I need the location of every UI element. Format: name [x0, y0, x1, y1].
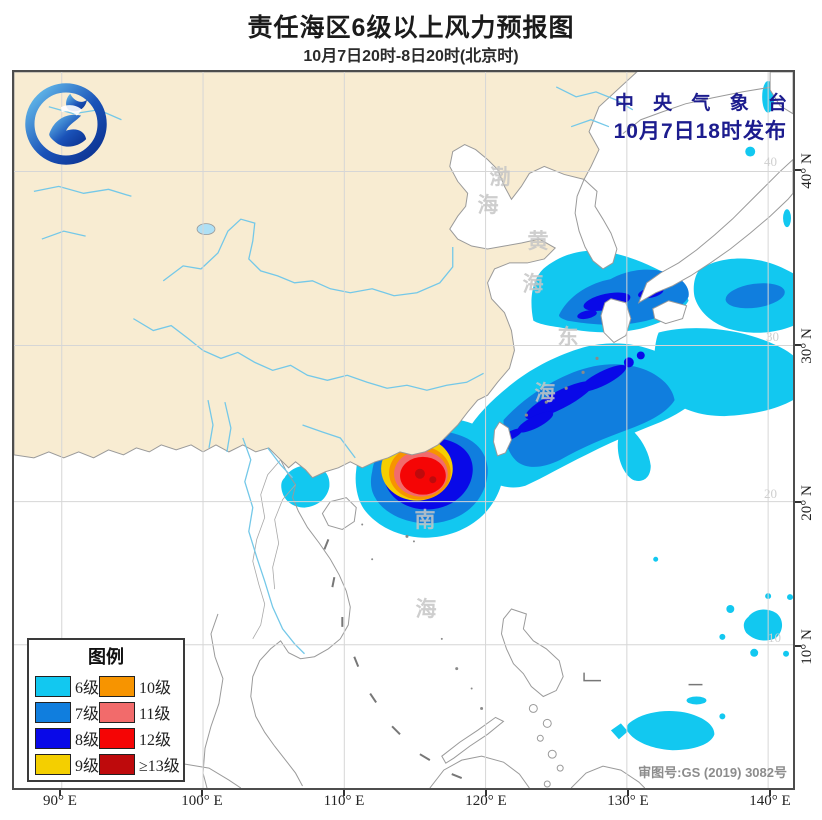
rivers: [33, 86, 634, 655]
legend-box: 图例 6级 7级 8级 9级 10级 11级 12级 ≥13级: [27, 638, 185, 782]
map-canvas: [14, 72, 793, 788]
axis-tick: [59, 790, 61, 796]
page-subtitle: 10月7日20时-8日20时(北京时): [303, 48, 519, 65]
legend-title: 图例: [88, 647, 124, 667]
map-area: 中 央 气 象 台 10月7日18时发布 渤 海 黄 海 东 海 南 海 40 …: [12, 70, 795, 790]
legend-swatch-13: [99, 753, 136, 775]
sea-label-nanhai-1: 南: [414, 509, 436, 532]
pearl-river: [302, 424, 356, 459]
logo-gap: [60, 105, 82, 116]
axis-tick: [769, 790, 771, 796]
logo-ring: [25, 83, 107, 165]
northeast-rivers: [555, 86, 634, 128]
korea-peninsula: [574, 178, 618, 270]
qinghai-lake: [196, 223, 216, 235]
borneo-coastline: [163, 755, 646, 788]
logo-swirl: [49, 114, 87, 147]
legend-item-8: 8级: [35, 725, 99, 751]
sea-label-nanhai-2: 海: [415, 598, 437, 621]
lon-label-100: 100° E: [181, 793, 223, 809]
scs-island-specks: [361, 523, 484, 710]
axis-tick: [201, 790, 203, 796]
legend-item-12: 12级: [99, 725, 180, 751]
issuer-agency: 中 央 气 象 台: [614, 93, 794, 114]
lat-label-30: 30° N: [799, 328, 815, 364]
legend-swatch-6: [35, 675, 71, 697]
sea-label-bohai-1: 渤: [489, 166, 511, 189]
issuer-block: 中 央 气 象 台 10月7日18时发布: [614, 88, 787, 145]
axis-tick: [343, 790, 345, 796]
hainan-island: [321, 497, 357, 530]
wind-area-level13: [414, 468, 437, 484]
inline-lat-30: 30: [766, 329, 779, 344]
legend-swatch-11: [99, 701, 136, 723]
lat-label-40: 40° N: [799, 153, 815, 189]
legend-grid: 6级 7级 8级 9级 10级 11级 12级 ≥13级: [29, 669, 183, 783]
lon-label-130: 130° E: [607, 793, 649, 809]
inline-lat-40: 40: [764, 154, 777, 169]
philippines-luzon: [500, 608, 564, 698]
axis-tick: [627, 790, 629, 796]
axis-tick: [485, 790, 487, 796]
axis-tick: [795, 169, 801, 171]
japan-hokkaido: [769, 72, 793, 115]
yangtze-river: [133, 318, 484, 391]
inline-lat-10: 10: [768, 630, 781, 645]
china-landmass: [14, 72, 638, 479]
issuer-time: 10月7日18时发布: [613, 120, 787, 143]
inline-lat-20: 20: [764, 486, 777, 501]
indochina-coastline: [250, 459, 351, 787]
axis-tick: [795, 344, 801, 346]
axis-tick: [795, 645, 801, 647]
philippines-islands: [528, 703, 564, 788]
dash-line-segments: [323, 539, 703, 779]
red-river: [267, 447, 294, 479]
lat-label-10: 10° N: [799, 629, 815, 665]
legend-swatch-10: [99, 675, 136, 697]
lon-label-90: 90° E: [43, 793, 77, 809]
legend-item-6: 6级: [35, 673, 99, 699]
southwest-rivers: [207, 400, 232, 452]
cma-logo: [24, 82, 108, 166]
page-title: 责任海区6级以上风力预报图: [247, 14, 575, 42]
lon-label-120: 120° E: [465, 793, 507, 809]
ryukyu-islands: [524, 356, 599, 417]
map-approval-number: 审图号:GS (2019) 3082号: [638, 765, 787, 780]
sea-label-huanghai-1: 黄: [527, 230, 549, 253]
sea-label-bohai-2: 海: [477, 194, 499, 217]
legend-item-13: ≥13级: [99, 751, 180, 777]
legend-item-9: 9级: [35, 751, 99, 777]
sea-label-donghai-2: 海: [534, 382, 556, 405]
japan-shikoku: [652, 300, 688, 325]
taiwan-island: [493, 421, 512, 457]
lon-label-110: 110° E: [323, 793, 365, 809]
japan-kyushu: [600, 298, 632, 344]
axis-tick: [795, 501, 801, 503]
russia-coastline: [622, 82, 793, 135]
legend-item-7: 7级: [35, 699, 99, 725]
sea-label-donghai-1: 东: [557, 326, 579, 349]
legend-item-10: 10级: [99, 673, 180, 699]
legend-swatch-9: [35, 753, 71, 775]
mekong-river: [242, 437, 305, 655]
lat-label-20: 20° N: [799, 485, 815, 521]
legend-swatch-8: [35, 727, 71, 749]
japan-honshu: [637, 158, 793, 304]
palawan-island: [441, 716, 505, 764]
legend-swatch-7: [35, 701, 71, 723]
thai-peninsula-coastline: [202, 613, 224, 788]
legend-swatch-12: [99, 727, 136, 749]
sea-label-huanghai-2: 海: [522, 273, 544, 296]
legend-item-11: 11级: [99, 699, 180, 725]
lon-label-140: 140° E: [749, 793, 791, 809]
yellow-river: [162, 218, 454, 297]
